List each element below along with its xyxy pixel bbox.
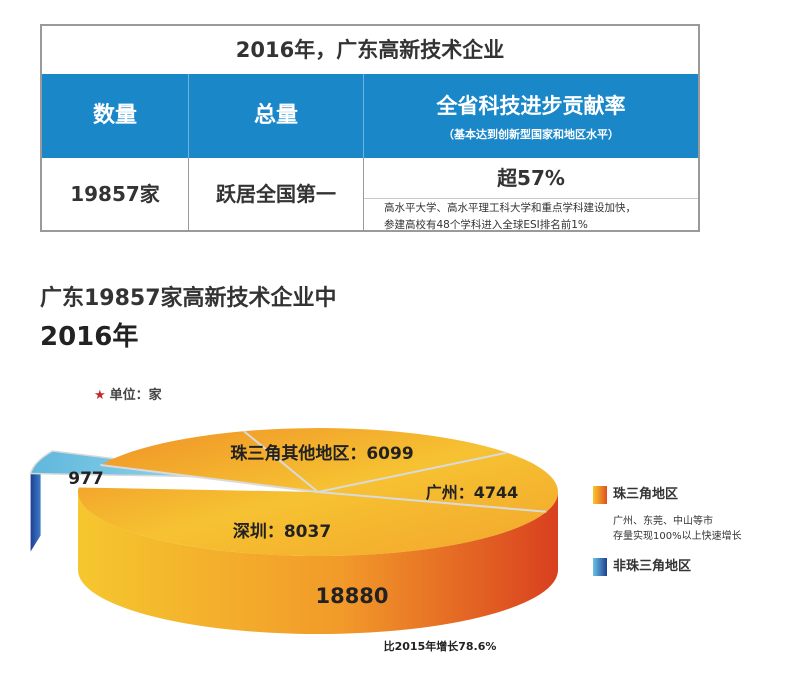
pie-divider-layer <box>100 430 547 513</box>
growth-annotation: 比2015年增长78.6% <box>384 639 497 653</box>
header-rate: 全省科技进步贡献率 （基本达到创新型国家和地区水平） <box>364 74 698 158</box>
header-total: 总量 <box>188 74 364 158</box>
legend-label-prd: 珠三角地区 <box>613 487 679 502</box>
legend-note-line-1: 广州、东莞、中山等市 <box>613 516 713 527</box>
slice-label-shenzhen: 深圳：8037 <box>233 521 331 542</box>
pie-side-wall-non-prd <box>30 471 41 552</box>
legend-swatch-prd <box>593 486 607 504</box>
header-rate-subtitle: （基本达到创新型国家和地区水平） <box>443 128 619 141</box>
slice-label-other-prd: 珠三角其他地区：6099 <box>230 443 413 464</box>
header-count: 数量 <box>92 103 137 128</box>
unit-label: ★ 单位：家 <box>94 384 162 403</box>
legend-swatch-non-prd <box>593 558 607 576</box>
legend-item-non-prd: 非珠三角地区 <box>593 558 793 578</box>
slice-label-guangzhou: 广州：4744 <box>426 483 519 502</box>
chart-subtitle: 广东19857家高新技术企业中 <box>40 286 337 311</box>
chart-legend: 珠三角地区 广州、东莞、中山等市 存量实现100%以上快速增长 非珠三角地区 <box>593 486 793 578</box>
slice-divider-guangzhou-end <box>317 491 547 513</box>
rate-note-line-1: 高水平大学、高水平理工科大学和重点学科建设加快， <box>384 202 636 214</box>
legend-label-non-prd: 非珠三角地区 <box>613 559 692 574</box>
rate-value: 超57% <box>364 158 698 199</box>
pie-side-layer <box>30 471 558 634</box>
summary-table: 2016年，广东高新技术企业 数量 总量 全省科技进步贡献率 （基本达到创新型国… <box>40 24 700 232</box>
rate-note: 高水平大学、高水平理工科大学和重点学科建设加快， 参建高校有48个学科进入全球E… <box>364 199 698 234</box>
unit-text: 单位：家 <box>109 388 162 403</box>
pie-side-wall-prd <box>78 492 558 634</box>
group-total-label: 18880 <box>315 584 388 608</box>
legend-note-line-2: 存量实现100%以上快速增长 <box>613 531 742 542</box>
star-icon: ★ <box>94 388 106 403</box>
chart-year: 2016年 <box>40 322 139 352</box>
cell-total: 跃居全国第一 <box>188 158 364 230</box>
slice-label-non-prd: 977 <box>68 469 104 489</box>
cell-count: 19857家 <box>70 182 160 206</box>
rate-note-line-2: 参建高校有48个学科进入全球ESI排名前1% <box>384 219 588 231</box>
table-header-row: 数量 总量 全省科技进步贡献率 （基本达到创新型国家和地区水平） <box>42 74 698 158</box>
table-title: 2016年，广东高新技术企业 <box>235 38 505 62</box>
legend-note-prd: 广州、东莞、中山等市 存量实现100%以上快速增长 <box>613 514 793 544</box>
legend-item-prd: 珠三角地区 <box>593 486 793 506</box>
table-body-row: 19857家 跃居全国第一 超57% 高水平大学、高水平理工科大学和重点学科建设… <box>42 158 698 231</box>
slice-divider-other-start <box>243 430 319 493</box>
slice-divider-other-guangzhou <box>317 451 508 493</box>
cell-rate: 超57% 高水平大学、高水平理工科大学和重点学科建设加快， 参建高校有48个学科… <box>364 158 698 231</box>
slice-divider-non-prd <box>100 464 319 493</box>
header-rate-title: 全省科技进步贡献率 <box>436 94 626 118</box>
